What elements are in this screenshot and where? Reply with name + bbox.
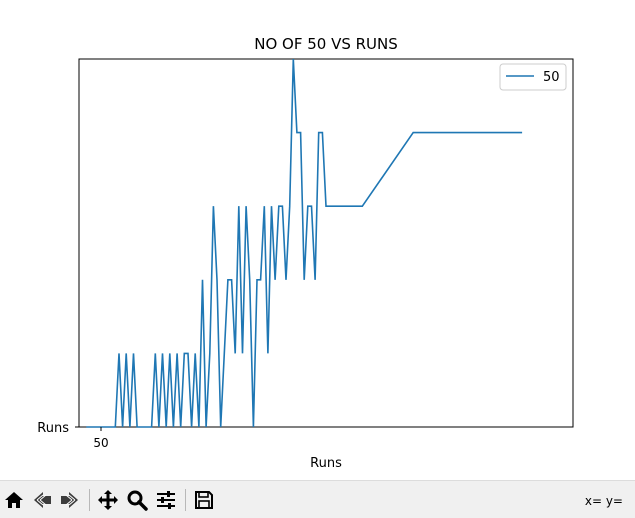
toolbar-separator: [185, 489, 186, 511]
toolbar-separator: [89, 489, 90, 511]
arrow-right-icon: [61, 492, 78, 508]
plot-area: [78, 58, 574, 428]
legend-box: [499, 63, 567, 91]
sliders-icon: [157, 491, 175, 509]
plot-layer: [86, 58, 523, 428]
x-axis-label: Runs: [310, 456, 342, 471]
coordinate-readout: x= y=: [584, 494, 623, 508]
series-line-50: [86, 58, 523, 428]
floppy-icon: [195, 491, 213, 509]
configure-button[interactable]: [154, 488, 178, 512]
back-button[interactable]: [30, 488, 54, 512]
arrow-left-icon: [34, 492, 51, 508]
forward-button[interactable]: [58, 488, 82, 512]
pan-button[interactable]: [96, 488, 120, 512]
figure-canvas: NO OF 50 VS RUNS 50 Runs Runs 50: [37, 35, 574, 471]
y-tick-label: Runs: [37, 421, 69, 436]
legend-label: 50: [543, 70, 560, 85]
zoom-button[interactable]: [125, 488, 149, 512]
navigation-toolbar: x= y=: [0, 480, 635, 518]
home-icon: [5, 492, 23, 508]
legend: 50: [499, 63, 567, 91]
home-button[interactable]: [2, 488, 26, 512]
move-icon: [98, 490, 118, 510]
magnifier-icon: [127, 490, 148, 511]
x-tick-label: 50: [93, 436, 108, 450]
chart-title: NO OF 50 VS RUNS: [254, 35, 398, 53]
save-button[interactable]: [192, 488, 216, 512]
